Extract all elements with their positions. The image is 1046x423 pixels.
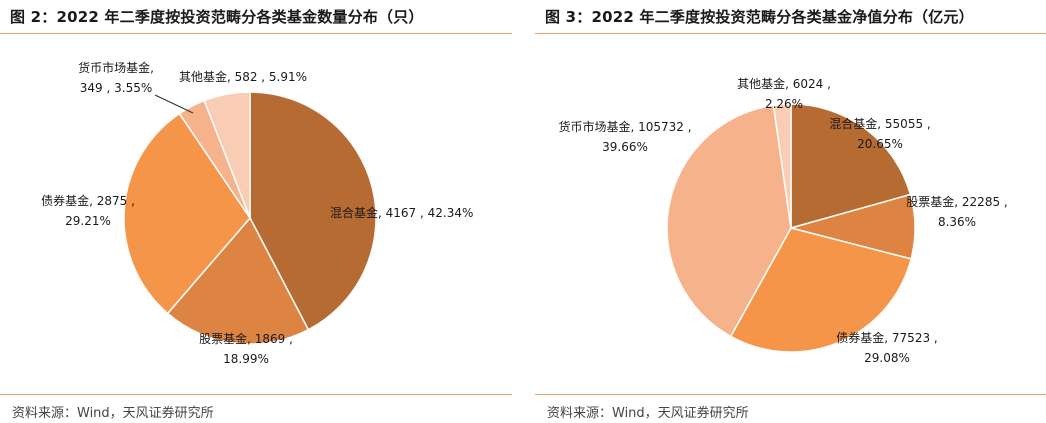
chart-title: 图 2：2022 年二季度按投资范畴分各类基金数量分布（只） bbox=[10, 8, 424, 26]
footer-divider bbox=[0, 394, 512, 395]
source-note: 资料来源：Wind，天风证券研究所 bbox=[12, 406, 214, 421]
pie-slice-债券基金 bbox=[729, 227, 913, 353]
pie-slice-货币市场基金 bbox=[666, 104, 792, 338]
pie-slice-其他基金 bbox=[772, 103, 792, 229]
chart-title: 图 3：2022 年二季度按投资范畴分各类基金净值分布（亿元） bbox=[545, 8, 974, 26]
pie-slice-其他基金 bbox=[203, 91, 251, 219]
data-label-货币市场基金: 货币市场基金, 349 , 3.55% bbox=[78, 60, 154, 95]
pie-slice-混合基金 bbox=[249, 91, 377, 331]
right-chart-panel: 图 3：2022 年二季度按投资范畴分各类基金净值分布（亿元） 混合基金, 55… bbox=[535, 0, 1046, 423]
data-label-货币市场基金: 货币市场基金, 105732 , 39.66% bbox=[558, 119, 691, 154]
data-label-股票基金: 股票基金, 1869 , 18.99% bbox=[199, 331, 293, 366]
data-label-债券基金: 债券基金, 2875 , 29.21% bbox=[41, 193, 135, 228]
pie-slice-混合基金 bbox=[790, 103, 912, 229]
left-chart-panel: 图 2：2022 年二季度按投资范畴分各类基金数量分布（只） 混合基金, 416… bbox=[0, 0, 512, 423]
pie-slice-股票基金 bbox=[166, 216, 310, 345]
data-label-混合基金: 混合基金, 4167 , 42.34% bbox=[330, 205, 473, 220]
source-note: 资料来源：Wind，天风证券研究所 bbox=[547, 406, 749, 421]
title-divider bbox=[535, 33, 1046, 34]
data-label-其他基金: 其他基金, 6024 , 2.26% bbox=[737, 76, 831, 111]
data-label-混合基金: 混合基金, 55055 , 20.65% bbox=[829, 116, 930, 151]
pie-chart-fund-count: 混合基金, 4167 , 42.34% 股票基金, 1869 , 18.99% 债券基… bbox=[41, 60, 473, 366]
title-divider bbox=[0, 33, 512, 34]
leader-line bbox=[154, 94, 194, 114]
data-label-债券基金: 债券基金, 77523 , 29.08% bbox=[836, 330, 937, 365]
data-label-股票基金: 股票基金, 22285 , 8.36% bbox=[906, 194, 1007, 229]
pie-chart-fund-nav: 混合基金, 55055 , 20.65% 股票基金, 22285 , 8.36% 债券基… bbox=[558, 76, 1007, 365]
data-label-其他基金: 其他基金, 582 , 5.91% bbox=[179, 69, 307, 84]
footer-divider bbox=[535, 394, 1046, 395]
pie-slice-债券基金 bbox=[123, 112, 251, 315]
